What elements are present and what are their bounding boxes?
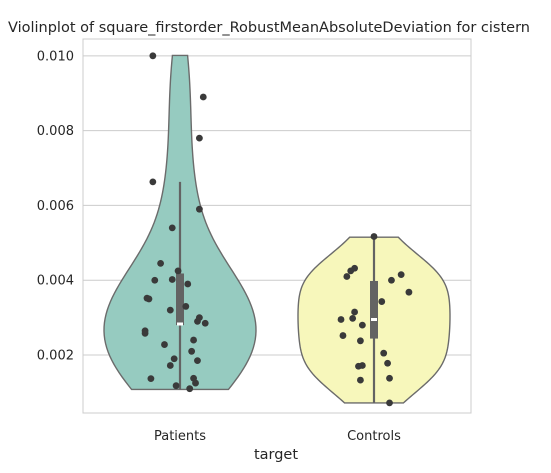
iqr-box (176, 273, 184, 326)
y-tick-label: 0.010 (37, 49, 74, 64)
x-tick-label: Controls (347, 429, 401, 444)
data-point (349, 314, 357, 322)
data-point (196, 134, 203, 142)
data-point (384, 359, 391, 367)
data-point (357, 376, 364, 384)
plot-frame (82, 38, 472, 414)
data-point (147, 375, 155, 382)
data-point (188, 347, 196, 355)
data-point (157, 260, 165, 267)
chart-title: Violinplot of square_firstorder_RobustMe… (8, 20, 530, 36)
data-point (141, 329, 149, 337)
data-point (199, 93, 207, 101)
data-point (161, 341, 168, 348)
data-point (168, 224, 176, 232)
data-point (172, 382, 180, 390)
data-point (186, 385, 194, 393)
iqr-box (370, 280, 378, 339)
data-point (386, 399, 393, 407)
x-tick-label: Patients (154, 429, 206, 444)
data-point (143, 294, 151, 302)
data-point (166, 306, 174, 314)
data-point (388, 276, 395, 284)
data-point (192, 379, 199, 387)
x-axis-label: target (254, 447, 298, 463)
data-point (347, 267, 355, 275)
median-marker (177, 322, 183, 326)
data-point (201, 319, 209, 327)
violin-controls (297, 233, 451, 407)
data-point (397, 271, 405, 279)
data-point (194, 317, 201, 325)
data-point (194, 357, 201, 365)
y-tick-label: 0.008 (37, 124, 74, 139)
data-point (405, 288, 413, 296)
data-point (170, 355, 178, 363)
data-point (174, 267, 182, 275)
data-point (196, 205, 203, 213)
data-point (168, 276, 176, 283)
data-point (358, 321, 366, 329)
data-point (339, 332, 347, 339)
data-point (355, 362, 362, 370)
data-point (337, 316, 345, 323)
data-point (182, 303, 190, 310)
y-tick-label: 0.006 (37, 199, 74, 214)
data-point (151, 276, 159, 284)
data-point (149, 178, 157, 186)
data-point (190, 336, 197, 344)
data-point (184, 280, 192, 288)
data-point (378, 298, 386, 305)
median-marker (371, 318, 377, 321)
y-tick-label: 0.002 (37, 349, 74, 364)
data-point (149, 52, 157, 60)
data-point (370, 233, 378, 240)
y-tick-label: 0.004 (37, 274, 74, 289)
data-point (351, 308, 358, 316)
data-point (380, 349, 388, 357)
data-point (343, 273, 351, 280)
data-point (357, 337, 364, 345)
violin-patients (103, 52, 257, 393)
data-point (386, 374, 393, 382)
data-point (166, 362, 174, 369)
